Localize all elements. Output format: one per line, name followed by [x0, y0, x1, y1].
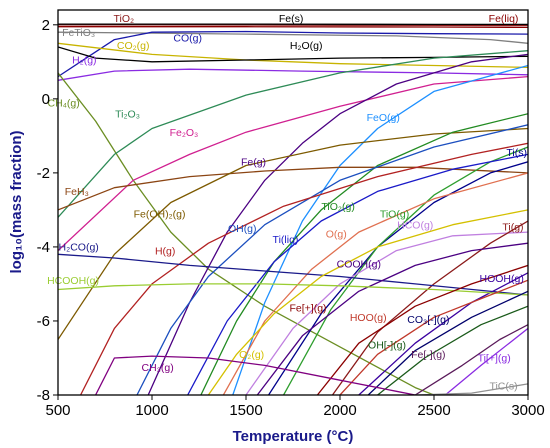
- series-label: O₂(g): [239, 349, 264, 361]
- series-line: [245, 231, 528, 395]
- series-line: [232, 64, 528, 395]
- plot-background: [58, 10, 528, 395]
- series-label: Fe[+](g): [290, 303, 327, 315]
- series-label: O(g): [326, 229, 347, 241]
- series-line: [358, 272, 528, 395]
- series-label: FeH₃: [65, 186, 89, 198]
- series-label-layer: TiO₂ Fe(s) Fe(liq) FeTiO₃ CO(g) CO₂(g) H₂O(g) H…: [47, 13, 527, 393]
- series-label: Fe(liq): [489, 13, 519, 25]
- series-line: [58, 127, 528, 340]
- series-line: [58, 68, 528, 81]
- x-tick-label: 1000: [135, 402, 168, 419]
- series-line: [283, 146, 528, 395]
- series-line: [58, 283, 528, 296]
- series-line: [58, 75, 528, 252]
- series-label: Fe₂O₃: [170, 127, 199, 139]
- series-line: [187, 153, 528, 395]
- y-tick-label: 2: [42, 17, 50, 34]
- series-line: [58, 50, 528, 218]
- x-axis-title: Temperature (°C): [233, 428, 354, 445]
- series-label: Ti(s): [506, 147, 527, 159]
- series-label: H₂(g): [72, 55, 97, 67]
- series-label: CO₃[-](g): [407, 314, 449, 326]
- series-label: HCO(g): [397, 219, 433, 231]
- series-label: CH₄(g): [47, 97, 79, 109]
- series-label: Ti(g): [502, 221, 523, 233]
- series-label: TiO(g): [380, 208, 409, 220]
- plot-frame: [57, 9, 529, 396]
- series-line: [58, 24, 528, 27]
- series-line: [147, 53, 528, 395]
- series-line: [256, 242, 528, 395]
- x-tick-label: 1500: [229, 402, 262, 419]
- series-label: OH(g): [228, 223, 257, 235]
- series-line: [222, 172, 528, 395]
- series-label: HOO(g): [350, 312, 387, 324]
- series-line: [95, 355, 416, 395]
- series-line: [377, 305, 528, 395]
- x-tick-label: 3000: [511, 402, 544, 419]
- series-label: HCOOH(g): [47, 275, 99, 287]
- series-line: [58, 42, 528, 69]
- series-label: HOOH(g): [480, 273, 524, 285]
- series-label: H(g): [155, 245, 175, 257]
- series-line: [331, 220, 528, 395]
- series-line: [58, 31, 528, 44]
- series-label: COOH(g): [337, 258, 381, 270]
- x-tick-label: 500: [45, 402, 70, 419]
- series-line: [444, 327, 528, 395]
- series-label: CO(g): [173, 32, 202, 44]
- series-label: TiO₂: [113, 13, 134, 25]
- series-label: Fe(s): [279, 13, 304, 25]
- series-label: TiC(s): [489, 380, 517, 392]
- series-line: [414, 324, 528, 395]
- series-label: Ti[+](g): [478, 353, 511, 365]
- y-tick-label: -8: [37, 387, 50, 404]
- series-label: Fe[-](g): [411, 349, 445, 361]
- series-line: [58, 26, 528, 29]
- series-line: [58, 30, 528, 78]
- series-line: [339, 279, 528, 395]
- series-line: [58, 46, 528, 63]
- series-label: OH[-](g): [368, 340, 406, 352]
- series-label: FeO(g): [367, 112, 400, 124]
- series-label: FeTiO₃: [62, 27, 95, 39]
- y-tick-label: -2: [37, 165, 50, 182]
- series-line: [316, 264, 528, 395]
- y-axis-title: log₁₀(mass fraction): [8, 131, 25, 274]
- series-label: Ti₂O₃: [115, 108, 140, 120]
- y-tick-label: 0: [42, 91, 50, 108]
- series-layer: [58, 23, 528, 395]
- series-label: H₂O(g): [290, 40, 323, 52]
- y-tick-label: -4: [37, 239, 50, 256]
- axis-layer: 500 1000 1500 2000 2500 3000 -8 -6 -4 -2 0 2: [37, 17, 545, 419]
- series-line: [367, 290, 528, 395]
- series-line: [207, 209, 528, 395]
- series-label: H₂CO(g): [59, 242, 99, 254]
- x-tick-label: 2000: [323, 402, 356, 419]
- series-label: Fe(OH)₂(g): [134, 208, 186, 220]
- series-line: [58, 253, 528, 296]
- series-line: [200, 113, 528, 395]
- series-label: CO₂(g): [117, 40, 150, 52]
- series-label: Ti(liq): [273, 234, 299, 246]
- x-tick-label: 2500: [417, 402, 450, 419]
- series-line: [136, 124, 528, 395]
- series-label: Fe(g): [241, 156, 266, 168]
- y-tick-label: -6: [37, 313, 50, 330]
- series-line: [80, 142, 528, 395]
- series-label: TiO₂(g): [321, 201, 354, 213]
- series-label: CH₃(g): [141, 362, 173, 374]
